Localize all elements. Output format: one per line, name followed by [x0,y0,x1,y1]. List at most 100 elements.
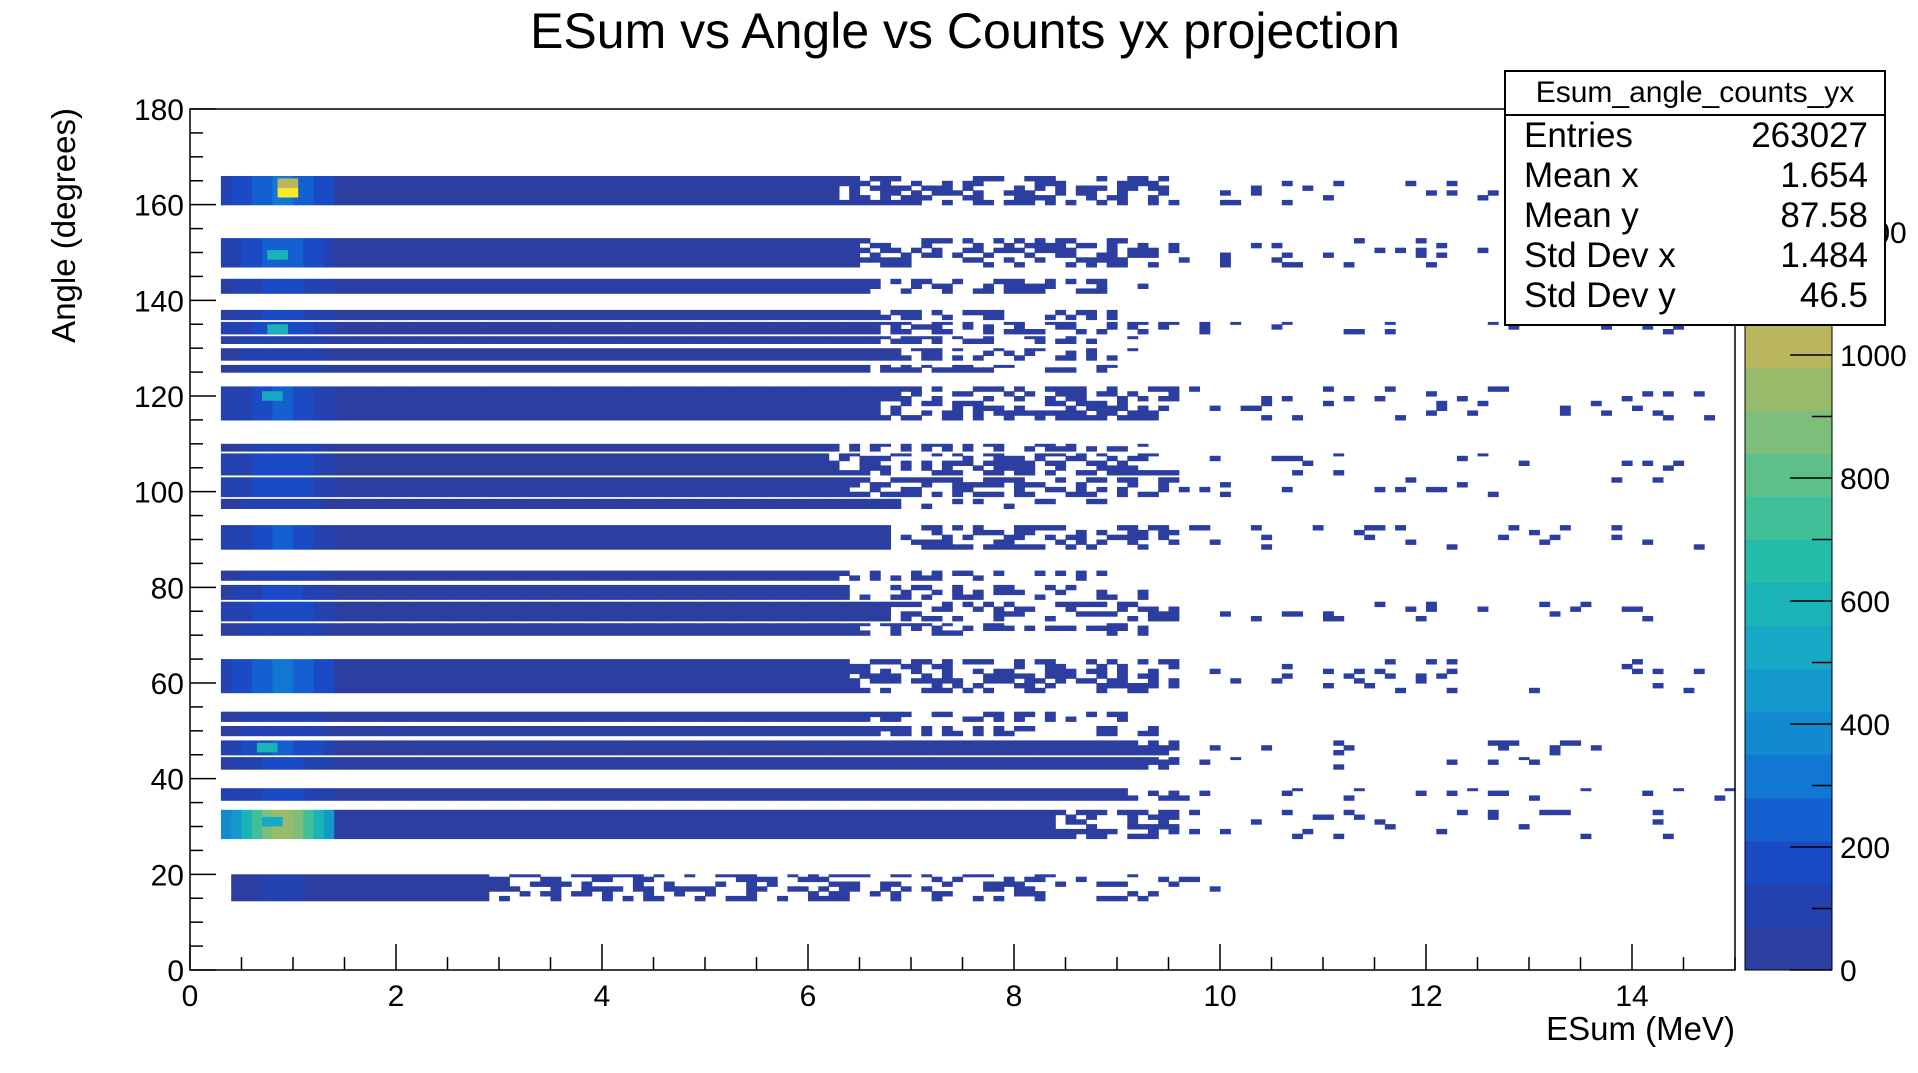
heatmap-cell [1096,881,1108,887]
heatmap-cell [231,594,243,600]
heatmap-cell [488,460,500,466]
heatmap-cell [808,460,819,466]
heatmap-cell [1044,711,1056,718]
heatmap-cell [900,886,912,892]
heatmap-cell [849,668,861,675]
heatmap-cell [478,486,490,493]
heatmap-cell [632,711,644,718]
heatmap-cell [488,814,500,820]
heatmap-cell [684,659,696,665]
heatmap-cell [983,687,994,694]
heatmap-cell [694,828,706,835]
heatmap-cell [560,544,572,550]
heatmap-cell [952,678,964,684]
heatmap-cell [457,687,469,694]
heatmap-cell [293,491,304,498]
heatmap-cell [1147,453,1159,457]
heatmap-cell [962,570,974,576]
heatmap-cell [313,616,325,622]
heatmap-cell [828,673,840,679]
heatmap-cell [447,491,459,498]
heatmap-cell [262,833,273,840]
heatmap-cell [612,757,624,761]
heatmap-cell [313,455,325,462]
heatmap-cell [808,529,819,536]
heatmap-cell [952,730,964,737]
heatmap-cell [900,750,912,756]
heatmap-cell [406,824,418,830]
heatmap-cell [354,625,366,631]
heatmap-cell [828,833,840,840]
heatmap-cell [303,446,315,452]
heatmap-cell [766,575,778,581]
heatmap-cell [766,623,778,627]
heatmap-cell [797,759,809,765]
heatmap-cell [890,745,902,751]
heatmap-cell [1024,491,1036,498]
heatmap-cell [735,750,747,756]
heatmap-cell [890,477,902,483]
heatmap-cell [1044,750,1056,756]
heatmap-cell [632,757,644,761]
heatmap-cell [313,470,325,476]
heatmap-cell [282,486,294,493]
heatmap-cell [560,819,572,825]
heatmap-cell [766,764,778,770]
heatmap-cell [396,616,407,622]
heatmap-cell [396,539,407,545]
heatmap-cell [694,616,706,622]
heatmap-cell [591,460,603,466]
heatmap-cell [663,616,675,622]
heatmap-cell [323,740,335,746]
heatmap-cell [478,673,490,679]
heatmap-cell [334,788,346,792]
heatmap-cell [272,410,284,416]
heatmap-cell [1117,795,1128,801]
heatmap-cell [478,891,490,897]
heatmap-cell [1117,534,1128,541]
heatmap-cell [1024,809,1036,816]
heatmap-cell [1044,453,1056,457]
heatmap-cell [1075,876,1087,883]
heatmap-cell [272,711,284,718]
heatmap-cell [334,606,346,612]
heatmap-cell [550,491,562,498]
heatmap-cell [1127,795,1139,801]
heatmap-cell [787,795,799,801]
heatmap-cell [416,470,428,476]
heatmap-cell [653,616,665,622]
heatmap-cell [880,623,891,627]
heatmap-cell [406,630,418,636]
heatmap-cell [612,625,624,631]
heatmap-cell [354,750,366,756]
heatmap-cell [313,584,325,591]
heatmap-cell [571,498,582,505]
heatmap-cell [416,711,428,718]
heatmap-cell [396,663,407,670]
heatmap-cell [591,616,603,622]
heatmap-cell [262,663,273,670]
heatmap-cell [591,544,603,550]
heatmap-cell [1662,465,1674,471]
heatmap-cell [921,673,933,679]
heatmap-cell [282,809,294,816]
heatmap-cell [890,833,902,840]
heatmap-cell [828,730,840,737]
heatmap-cell [581,623,593,627]
heatmap-cell [426,764,438,770]
heatmap-cell [426,833,438,840]
heatmap-cell [859,814,871,820]
heatmap-cell [735,594,747,600]
heatmap-cell [705,814,716,820]
heatmap-cell [406,482,418,488]
heatmap-cell [591,589,603,596]
heatmap-cell [1065,625,1077,631]
heatmap-cell [1395,525,1406,531]
heatmap-cell [293,683,304,689]
heatmap-cell [509,623,521,627]
heatmap-cell [1003,673,1015,679]
heatmap-cell [766,795,778,801]
heatmap-cell [911,795,922,801]
heatmap-cell [684,534,696,541]
heatmap-cell [602,711,613,718]
